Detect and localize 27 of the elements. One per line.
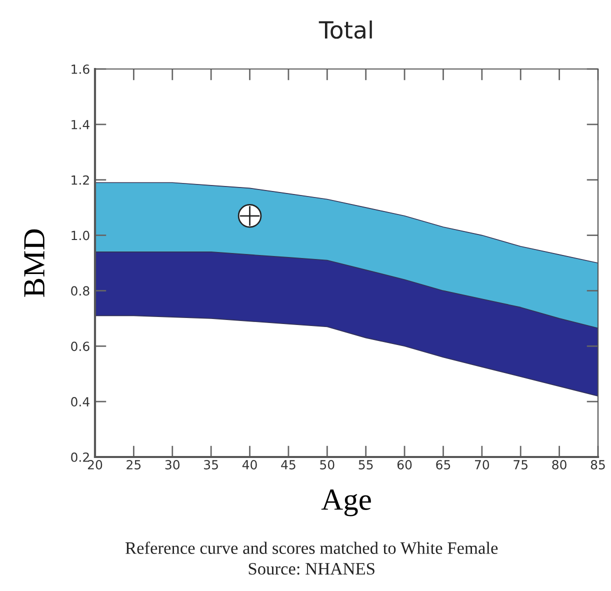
y-tick-label: 0.8 xyxy=(71,286,90,296)
y-tick-label: 1.4 xyxy=(72,120,90,130)
x-tick-label: 85 xyxy=(590,460,605,470)
y-tick-label: 0.4 xyxy=(71,397,90,406)
y-tick-label: 1.0 xyxy=(72,230,90,240)
text: Reference curve and scores matched to White Female xyxy=(125,542,498,554)
y-tick-label: 0.2 xyxy=(71,452,89,462)
x-tick-label: 75 xyxy=(514,460,528,470)
y-tick-label: 0.6 xyxy=(71,342,90,352)
x-tick-label: 35 xyxy=(204,460,218,470)
x-tick-label: 50 xyxy=(320,460,334,470)
x-tick-label: 55 xyxy=(358,460,373,470)
x-axis-title: Age xyxy=(321,489,371,516)
x-tick-label: 40 xyxy=(242,460,257,470)
x-tick-label: 70 xyxy=(474,460,490,470)
y-tick-label: 1.6 xyxy=(72,64,90,74)
source-note: Source: NHANES xyxy=(248,562,374,575)
x-tick-label: 65 xyxy=(436,460,450,470)
chart-title: Total xyxy=(318,20,372,39)
x-tick-label: 45 xyxy=(281,460,296,470)
x-tick-label: 20 xyxy=(88,460,102,470)
y-axis-title: BMD xyxy=(24,229,44,297)
y-tick-label: 1.2 xyxy=(72,175,89,185)
x-tick-label: 60 xyxy=(397,460,412,470)
x-tick-label: 30 xyxy=(165,460,180,470)
x-tick-label: 25 xyxy=(126,460,141,470)
x-tick-label: 80 xyxy=(552,460,566,470)
